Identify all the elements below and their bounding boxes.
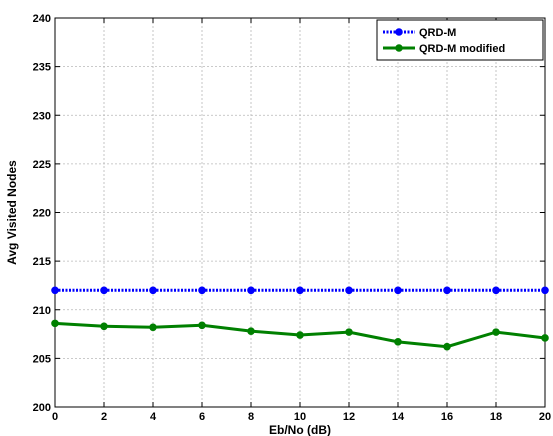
legend-swatch-marker bbox=[395, 28, 403, 36]
data-point bbox=[492, 328, 500, 336]
y-tick-label: 210 bbox=[33, 305, 51, 317]
y-tick-label: 215 bbox=[33, 256, 51, 268]
data-point bbox=[296, 286, 304, 295]
x-tick-label: 4 bbox=[150, 411, 157, 423]
series-2 bbox=[51, 319, 549, 351]
legend-item: QRD-M modified bbox=[383, 43, 505, 55]
legend-label: QRD-M modified bbox=[419, 43, 505, 55]
x-tick-label: 6 bbox=[199, 411, 205, 423]
data-point bbox=[492, 286, 500, 295]
x-tick-label: 0 bbox=[52, 411, 58, 423]
x-tick-label: 8 bbox=[248, 411, 254, 423]
y-tick-label: 240 bbox=[33, 13, 51, 25]
legend-item: QRD-M bbox=[383, 27, 456, 39]
data-point bbox=[149, 286, 157, 295]
data-point bbox=[100, 286, 108, 295]
data-point bbox=[51, 319, 59, 328]
legend-swatch-marker bbox=[395, 44, 403, 52]
data-point bbox=[296, 331, 304, 339]
data-point bbox=[443, 286, 451, 295]
data-point bbox=[443, 342, 451, 351]
y-tick-label: 230 bbox=[33, 110, 51, 122]
series-group bbox=[51, 286, 549, 351]
data-point bbox=[541, 334, 549, 342]
legend-label: QRD-M bbox=[419, 27, 456, 39]
data-point bbox=[345, 328, 353, 336]
data-point bbox=[247, 286, 255, 295]
data-point bbox=[149, 323, 157, 332]
legend-box bbox=[376, 19, 544, 61]
x-tick-label: 20 bbox=[539, 411, 551, 423]
x-tick-label: 10 bbox=[294, 411, 306, 423]
data-point bbox=[198, 286, 206, 295]
y-tick-label: 225 bbox=[33, 159, 51, 171]
data-point bbox=[100, 322, 108, 331]
x-tick-label: 18 bbox=[490, 411, 502, 423]
y-tick-label: 235 bbox=[33, 62, 51, 74]
x-tick-label: 16 bbox=[441, 411, 453, 423]
x-axis-label: Eb/No (dB) bbox=[269, 423, 331, 436]
series-1 bbox=[51, 286, 549, 295]
data-point bbox=[51, 286, 59, 295]
data-point bbox=[198, 321, 206, 330]
legend: QRD-M QRD-M modified bbox=[376, 19, 544, 61]
axis-ticks: 0 2 4 6 8 10 12 14 16 18 20 200 205 210 215 220 225 230 23… bbox=[33, 13, 551, 423]
data-point bbox=[345, 286, 353, 295]
x-tick-label: 14 bbox=[392, 411, 405, 423]
y-tick-label: 205 bbox=[33, 353, 51, 365]
y-axis-label: Avg Visited Nodes bbox=[5, 160, 19, 265]
data-point bbox=[394, 338, 402, 346]
grid bbox=[54, 17, 546, 408]
data-point bbox=[394, 286, 402, 295]
data-point bbox=[247, 327, 255, 335]
x-tick-label: 2 bbox=[101, 411, 107, 423]
x-tick-label: 12 bbox=[343, 411, 355, 423]
y-tick-label: 220 bbox=[33, 208, 51, 220]
y-tick-label: 200 bbox=[33, 402, 51, 414]
data-point bbox=[541, 286, 549, 295]
